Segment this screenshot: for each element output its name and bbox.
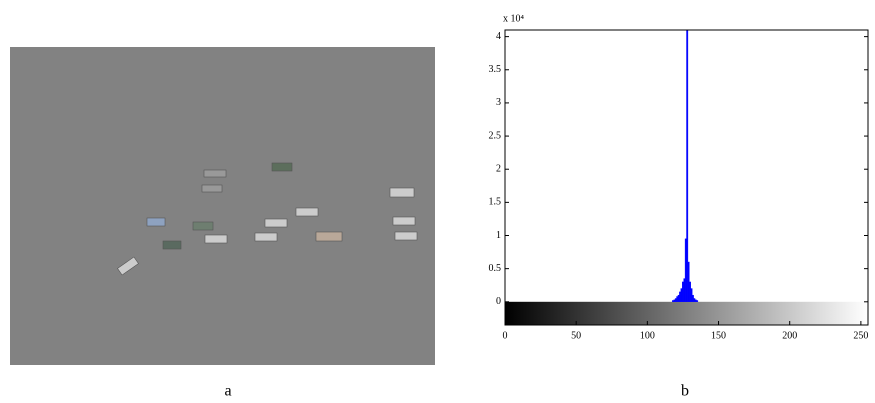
y-tick-label: 2 — [496, 164, 501, 175]
bar — [695, 300, 696, 302]
bar — [688, 262, 689, 302]
y-tick-label: 1.5 — [489, 197, 502, 208]
x-tick-label: 200 — [782, 330, 797, 341]
bar — [689, 282, 690, 302]
axis-multiplier: x 10⁴ — [503, 13, 525, 24]
caption: a — [224, 383, 231, 400]
y-tick-label: 0 — [496, 296, 501, 307]
x-tick-label: 150 — [711, 330, 726, 341]
bar — [691, 289, 692, 302]
bar — [687, 3, 688, 301]
x-tick-label: 0 — [503, 330, 508, 341]
bar — [675, 298, 676, 301]
colorbar — [505, 302, 868, 325]
bar — [679, 292, 680, 302]
bar — [694, 298, 695, 301]
y-tick-label: 3 — [496, 97, 501, 108]
y-tick-label: 0.5 — [489, 263, 502, 274]
bar — [685, 239, 686, 302]
figure: a b x 10⁴ 0 0.5 1 1.5 2 2.5 3 3.5 4 0 50 100 150 200 2… — [0, 0, 875, 403]
bar — [684, 279, 685, 302]
y-tick-label: 4 — [496, 31, 501, 42]
bar — [681, 289, 682, 302]
x-tick-label: 250 — [853, 330, 868, 341]
bar — [696, 300, 697, 301]
x-tick-label: 50 — [571, 330, 581, 341]
bars — [672, 3, 698, 301]
bar — [678, 295, 679, 302]
bar — [692, 295, 693, 302]
bar — [674, 300, 675, 302]
bar — [677, 296, 678, 301]
caption: b — [681, 383, 689, 400]
bar — [672, 300, 673, 301]
y-tick-label: 1 — [496, 230, 501, 241]
photo — [10, 47, 435, 365]
y-tick-label: 2.5 — [489, 130, 502, 141]
y-tick-label: 3.5 — [489, 64, 502, 75]
x-tick-label: 100 — [640, 330, 655, 341]
bar — [682, 282, 683, 302]
